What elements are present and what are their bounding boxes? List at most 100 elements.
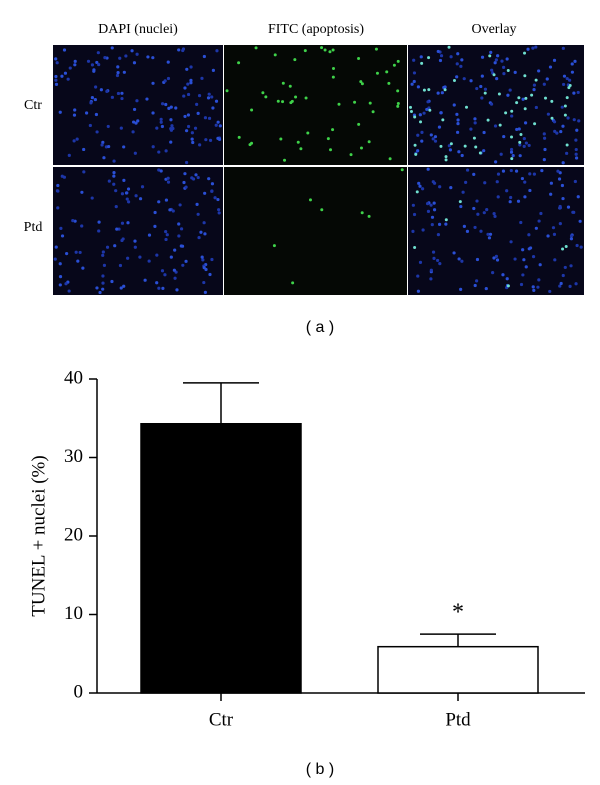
nucleus (494, 254, 499, 258)
nucleus (119, 126, 123, 130)
nucleus (469, 127, 473, 131)
nucleus (95, 60, 99, 65)
nucleus (558, 171, 562, 175)
nucleus (505, 277, 509, 281)
nucleus (572, 118, 576, 122)
apoptotic-nucleus (331, 128, 335, 132)
nucleus (196, 111, 200, 115)
nucleus (68, 66, 72, 70)
nucleus (73, 63, 77, 67)
nucleus (578, 219, 582, 223)
apoptotic-nucleus (498, 123, 502, 127)
nucleus (519, 282, 524, 287)
apoptotic-nucleus (428, 108, 432, 112)
nucleus (505, 189, 509, 193)
nucleus (417, 181, 421, 185)
micrograph (224, 167, 407, 295)
nucleus (54, 78, 58, 82)
nucleus (456, 52, 460, 56)
nucleus (181, 263, 185, 267)
nucleus (185, 67, 189, 71)
nucleus (60, 174, 64, 178)
nucleus (480, 74, 484, 78)
apoptotic-nucleus (396, 89, 400, 93)
y-tick-label: 30 (64, 446, 83, 467)
nucleus (201, 258, 205, 262)
nucleus (495, 258, 500, 262)
nucleus (54, 82, 59, 87)
nucleus (184, 185, 188, 189)
nucleus (97, 62, 101, 67)
nucleus (112, 170, 116, 175)
nucleus (462, 224, 466, 228)
nucleus (164, 149, 168, 153)
nucleus (508, 200, 512, 204)
nucleus (570, 70, 575, 74)
apoptotic-nucleus (452, 78, 456, 82)
nucleus (157, 168, 161, 172)
caption: ( a ) (306, 319, 334, 336)
nucleus (203, 232, 207, 236)
nucleus (489, 50, 493, 54)
nucleus (184, 160, 189, 165)
apoptotic-nucleus (447, 45, 451, 49)
nucleus (495, 77, 499, 81)
nucleus (492, 256, 496, 260)
nucleus (58, 110, 62, 114)
apoptotic-nucleus (408, 105, 412, 109)
apoptotic-nucleus (565, 143, 569, 147)
nucleus (58, 275, 63, 279)
nucleus (517, 127, 521, 131)
apoptotic-nucleus (419, 120, 423, 124)
nucleus (97, 220, 101, 224)
nucleus (558, 284, 562, 288)
apoptotic-nucleus (530, 93, 534, 97)
apoptotic-nucleus (524, 96, 528, 100)
nucleus (558, 222, 562, 226)
nucleus (494, 58, 498, 62)
nucleus (81, 266, 85, 270)
nucleus (508, 88, 512, 92)
nucleus (558, 204, 562, 209)
nucleus (429, 133, 433, 137)
nucleus (449, 55, 453, 59)
nucleus (179, 227, 184, 231)
nucleus (518, 154, 522, 158)
nucleus (500, 59, 504, 63)
nucleus (459, 287, 463, 291)
apoptotic-nucleus (564, 245, 568, 249)
apoptotic-nucleus (413, 245, 417, 249)
x-tick-label: Ctr (209, 709, 234, 730)
nucleus (107, 179, 111, 183)
apoptotic-nucleus (515, 101, 519, 105)
nucleus (169, 128, 174, 132)
nucleus (573, 179, 577, 184)
nucleus (426, 209, 431, 213)
nucleus (171, 209, 175, 213)
nucleus (431, 250, 436, 254)
nucleus (102, 156, 106, 160)
nucleus (473, 121, 477, 125)
nucleus (73, 108, 77, 112)
apoptotic-nucleus (523, 51, 527, 55)
apoptotic-nucleus (506, 284, 510, 288)
apoptotic-nucleus (534, 78, 538, 82)
nucleus (549, 192, 553, 196)
nucleus (90, 63, 95, 67)
nucleus (56, 206, 60, 210)
nucleus (538, 263, 542, 267)
nucleus (207, 177, 211, 181)
nucleus (513, 70, 517, 74)
nucleus (116, 91, 121, 96)
micrographs (53, 45, 584, 295)
nucleus (116, 70, 120, 75)
nucleus (412, 212, 417, 217)
nucleus (118, 56, 122, 60)
apoptotic-nucleus (409, 110, 413, 114)
nucleus (562, 74, 567, 78)
nucleus (114, 189, 118, 193)
nucleus (101, 287, 105, 291)
nucleus (195, 102, 199, 106)
nucleus (166, 76, 171, 81)
